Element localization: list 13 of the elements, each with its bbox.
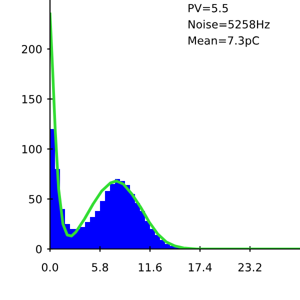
y-tick-label: 0 <box>36 244 42 254</box>
x-tick-label: 5.8 <box>92 263 108 272</box>
annotation: Noise=5258Hz <box>188 20 270 29</box>
y-tick-label: 200 <box>22 44 42 54</box>
x-tick-label: 11.6 <box>138 263 162 272</box>
y-tick-label: 50 <box>29 194 42 204</box>
y-tick-label: 150 <box>22 94 42 104</box>
x-tick-label: 0.0 <box>42 263 58 272</box>
annotation: PV=5.5 <box>188 4 228 12</box>
x-tick-label: 23.2 <box>238 263 262 272</box>
annotation: Mean=7.3pC <box>188 36 259 47</box>
x-tick-label: 17.4 <box>188 263 212 272</box>
y-tick-label: 100 <box>22 144 42 154</box>
